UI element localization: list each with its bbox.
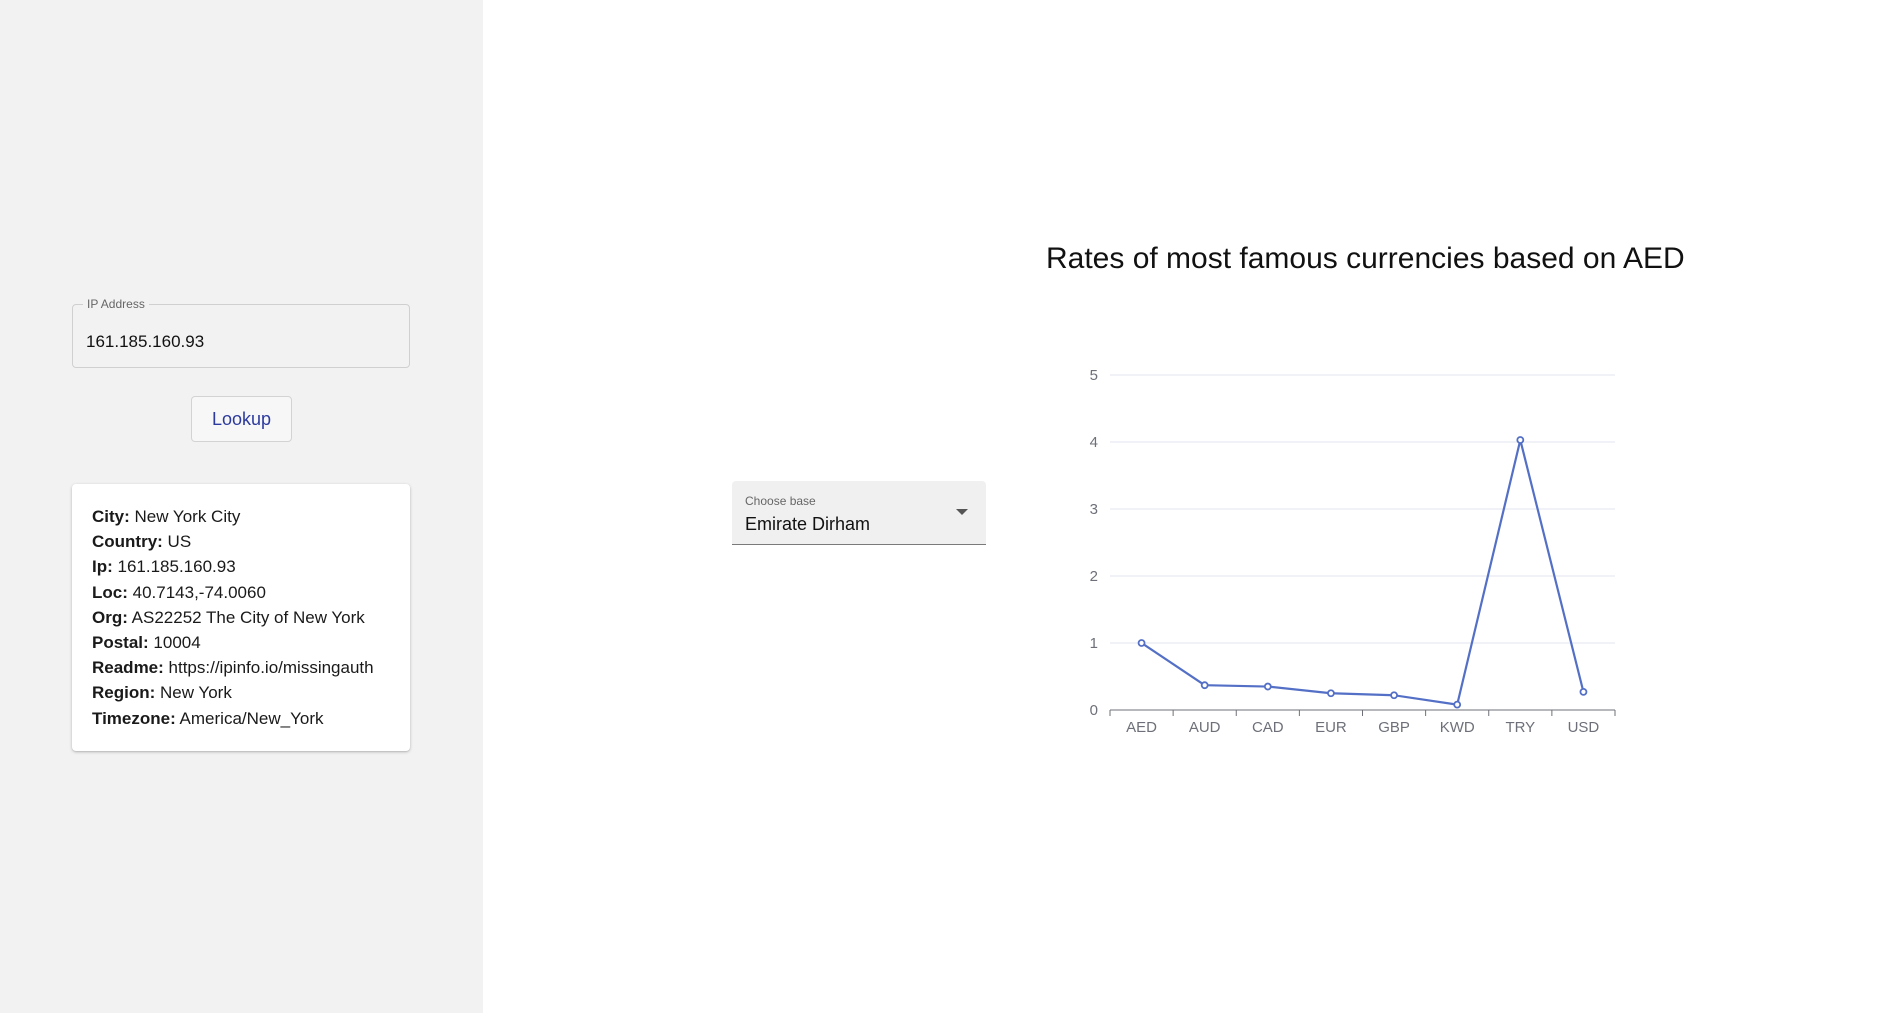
info-value: 161.185.160.93 [112, 557, 236, 577]
chart-title: Rates of most famous currencies based on… [1046, 242, 1685, 275]
choose-base-label: Choose base [745, 494, 816, 508]
info-row: Org: AS22252 The City of New York [92, 605, 410, 630]
x-tick-label: EUR [1315, 719, 1347, 736]
ip-address-input[interactable] [86, 332, 396, 352]
info-row: City: New York City [92, 504, 410, 529]
info-value: New York [155, 683, 232, 703]
data-point [1137, 639, 1146, 647]
y-tick-label: 4 [1090, 434, 1098, 451]
info-value: AS22252 The City of New York [127, 607, 365, 627]
info-value: 10004 [148, 633, 201, 653]
info-row: Region: New York [92, 680, 410, 705]
choose-base-value: Emirate Dirham [745, 514, 871, 534]
sidebar: IP Address Lookup City: New York CityCou… [0, 0, 483, 1013]
info-key: Loc: [92, 582, 128, 602]
x-tick-label: CAD [1252, 719, 1284, 736]
data-point [1516, 436, 1525, 444]
data-point [1327, 689, 1335, 698]
info-value: New York City [129, 507, 241, 526]
info-row: Readme: https://ipinfo.io/missingauth [92, 655, 410, 680]
info-value: 40.7143,-74.0060 [127, 582, 266, 602]
y-tick-label: 0 [1090, 702, 1098, 719]
ip-info-card: City: New York City Country: US Ip: 161.18… [72, 484, 410, 751]
data-point [1263, 682, 1272, 691]
info-key: Timezone: [92, 708, 176, 728]
x-tick-label: TRY [1505, 719, 1535, 736]
info-row: Postal: 10004 [92, 630, 410, 655]
data-point [1390, 691, 1398, 700]
info-key: Postal: [92, 633, 149, 653]
info-value: US [162, 532, 192, 552]
chevron-down-icon [956, 509, 968, 515]
info-key: Org: [92, 607, 128, 627]
y-tick-label: 2 [1090, 568, 1098, 585]
series-line [1140, 438, 1585, 706]
y-tick-label: 3 [1090, 501, 1098, 518]
info-value: https://ipinfo.io/missingauth [163, 658, 374, 678]
x-tick-label: USD [1568, 719, 1600, 736]
x-tick-label: GBP [1378, 719, 1410, 736]
data-point [1453, 700, 1462, 709]
info-key: City: [92, 507, 130, 526]
info-key: Region: [92, 683, 156, 703]
x-tick-label: AUD [1189, 719, 1221, 736]
lookup-button[interactable]: Lookup [191, 396, 292, 442]
rates-line-chart: 0 1 2 3 4 5 AED AUD CAD EUR GBP KWD TRY USD [1090, 367, 1616, 736]
info-row: Loc: 40.7143,-74.0060 [92, 580, 410, 605]
info-key: Readme: [92, 658, 164, 678]
y-tick-label: 1 [1090, 635, 1098, 652]
info-row: Ip: 161.185.160.93 [92, 554, 410, 579]
info-key: Ip: [92, 557, 113, 577]
x-tick-label: KWD [1440, 719, 1475, 736]
info-key: Country: [92, 532, 163, 552]
y-tick-label: 5 [1090, 367, 1098, 384]
x-tick-label: AED [1126, 719, 1157, 736]
ip-address-field[interactable]: IP Address [72, 297, 410, 368]
data-point [1579, 688, 1588, 696]
choose-base-select[interactable]: Choose base Emirate Dirham [732, 481, 986, 545]
info-value: America/New_York [175, 708, 324, 728]
ip-address-label: IP Address [83, 297, 149, 311]
info-row: Timezone: America/New_York [92, 706, 410, 731]
info-row: Country: US [92, 529, 410, 554]
data-point [1200, 681, 1209, 690]
